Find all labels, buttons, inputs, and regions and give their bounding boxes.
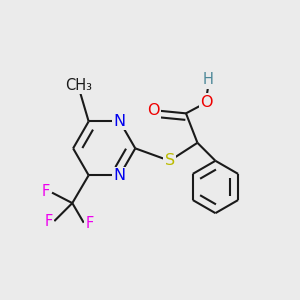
Text: O: O (200, 95, 212, 110)
Text: F: F (42, 184, 50, 200)
Text: CH₃: CH₃ (65, 78, 92, 93)
Text: N: N (114, 168, 126, 183)
Text: O: O (147, 103, 160, 118)
Text: F: F (85, 216, 94, 231)
Text: H: H (203, 73, 214, 88)
Text: S: S (165, 153, 175, 168)
Text: F: F (44, 214, 52, 229)
Text: N: N (114, 114, 126, 129)
